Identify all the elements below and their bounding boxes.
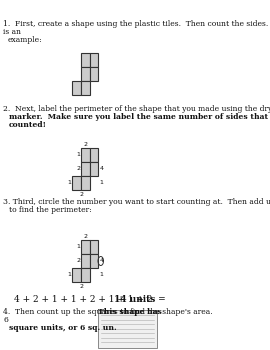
Text: 6: 6 xyxy=(3,316,8,324)
Bar xyxy=(90,53,98,67)
Bar xyxy=(81,240,90,254)
Text: 1: 1 xyxy=(68,273,72,278)
Text: 1.  First, create a shape using the plastic tiles.  Then count the sides.  Here: 1. First, create a shape using the plast… xyxy=(3,20,270,28)
Text: 2: 2 xyxy=(83,233,87,238)
Text: 1: 1 xyxy=(76,153,80,158)
Text: 1: 1 xyxy=(99,181,103,186)
Text: 1: 1 xyxy=(76,245,80,250)
Bar xyxy=(81,162,90,176)
Bar xyxy=(72,81,81,95)
Bar xyxy=(90,254,98,268)
Text: 2: 2 xyxy=(76,167,80,172)
Bar xyxy=(81,176,90,190)
Text: 2.  Next, label the perimeter of the shape that you made using the dry erase: 2. Next, label the perimeter of the shap… xyxy=(3,105,270,113)
Text: 3. Third, circle the number you want to start counting at.  Then add up the side: 3. Third, circle the number you want to … xyxy=(3,198,270,206)
Text: 4 + 2 + 1 + 1 + 2 + 1 + 1 + 2  =: 4 + 2 + 1 + 1 + 2 + 1 + 1 + 2 = xyxy=(14,295,168,304)
Bar xyxy=(81,254,90,268)
Bar xyxy=(90,240,98,254)
Bar xyxy=(81,268,90,282)
Text: 1: 1 xyxy=(68,181,72,186)
Text: 2: 2 xyxy=(79,192,83,197)
Bar xyxy=(81,148,90,162)
Bar xyxy=(81,81,90,95)
Text: This shape has: This shape has xyxy=(98,308,162,316)
Text: 4: 4 xyxy=(99,167,103,172)
Bar xyxy=(98,310,157,348)
Text: to find the perimeter:: to find the perimeter: xyxy=(9,206,91,214)
Text: 4: 4 xyxy=(99,259,103,264)
Text: 1: 1 xyxy=(99,273,103,278)
Bar xyxy=(81,67,90,81)
Text: 2: 2 xyxy=(76,259,80,264)
Text: square units, or 6 sq. un.: square units, or 6 sq. un. xyxy=(9,324,116,332)
Text: marker.  Make sure you label the same number of sides that you: marker. Make sure you label the same num… xyxy=(9,113,270,121)
Text: 2: 2 xyxy=(79,284,83,289)
Bar xyxy=(81,53,90,67)
Bar xyxy=(90,162,98,176)
Text: 2: 2 xyxy=(83,141,87,147)
Text: 14 units: 14 units xyxy=(114,295,155,304)
Text: example:: example: xyxy=(7,36,42,44)
Bar xyxy=(90,148,98,162)
Text: counted!: counted! xyxy=(9,121,46,129)
Text: 4.  Then count up the squares to find the shape's area.: 4. Then count up the squares to find the… xyxy=(3,308,217,316)
Bar xyxy=(72,176,81,190)
Bar xyxy=(72,268,81,282)
Bar xyxy=(90,67,98,81)
Text: is an: is an xyxy=(3,28,21,36)
